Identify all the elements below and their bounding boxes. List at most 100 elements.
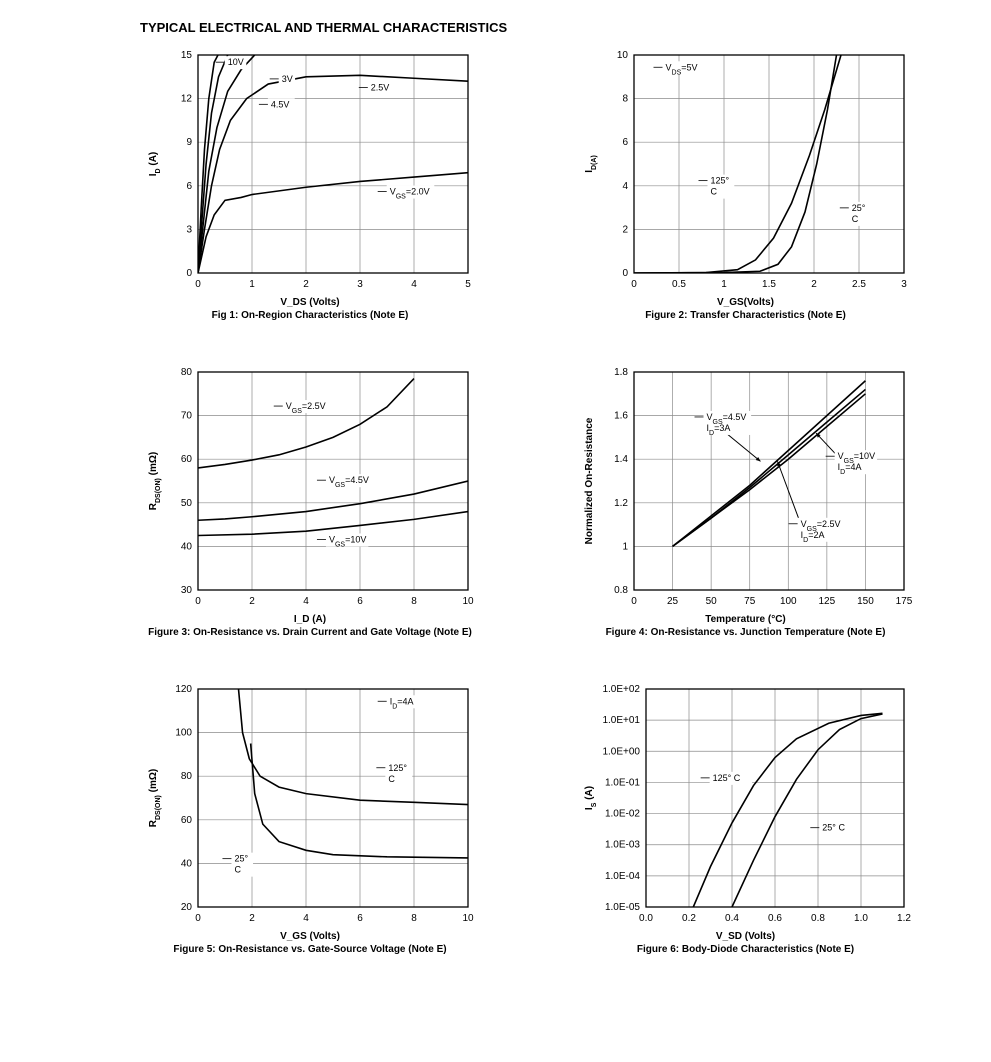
caption-fig6: Figure 6: Body-Diode Characteristics (No… bbox=[576, 944, 916, 956]
xlabel-fig6: V_SD (Volts) bbox=[576, 931, 916, 942]
svg-text:1.5: 1.5 bbox=[762, 279, 776, 290]
svg-text:1.0E-01: 1.0E-01 bbox=[604, 777, 639, 788]
svg-text:ID(A): ID(A) bbox=[584, 155, 598, 173]
svg-text:12: 12 bbox=[181, 94, 193, 105]
svg-text:2: 2 bbox=[249, 596, 255, 607]
svg-text:6: 6 bbox=[357, 913, 363, 924]
caption-fig4: Figure 4: On-Resistance vs. Junction Tem… bbox=[576, 627, 916, 639]
svg-text:4: 4 bbox=[303, 596, 309, 607]
chart-fig6: 0.00.20.40.60.81.01.21.0E-051.0E-041.0E-… bbox=[576, 679, 916, 956]
svg-text:1.0E-05: 1.0E-05 bbox=[604, 902, 639, 913]
svg-text:C: C bbox=[851, 214, 858, 224]
svg-text:0.5: 0.5 bbox=[672, 279, 686, 290]
svg-text:100: 100 bbox=[175, 728, 192, 739]
svg-text:3V: 3V bbox=[282, 74, 293, 84]
xlabel-fig2: V_GS(Volts) bbox=[576, 297, 916, 308]
caption-fig5: Figure 5: On-Resistance vs. Gate-Source … bbox=[140, 944, 480, 956]
svg-text:3: 3 bbox=[186, 224, 192, 235]
caption-fig3: Figure 3: On-Resistance vs. Drain Curren… bbox=[140, 627, 480, 639]
svg-text:RDS(ON) (mΩ): RDS(ON) (mΩ) bbox=[148, 452, 162, 510]
svg-text:50: 50 bbox=[705, 596, 717, 607]
svg-text:2: 2 bbox=[303, 279, 309, 290]
svg-text:0: 0 bbox=[195, 913, 201, 924]
svg-text:100: 100 bbox=[779, 596, 796, 607]
svg-text:4: 4 bbox=[303, 913, 309, 924]
svg-text:6: 6 bbox=[622, 137, 628, 148]
svg-text:10: 10 bbox=[462, 913, 474, 924]
chart-fig1: 0123450369121510V3V2.5V4.5VVGS=2.0VID (A… bbox=[140, 45, 480, 322]
chart-fig2: 00.511.522.530246810VDS=5V125°C25°CID(A)… bbox=[576, 45, 916, 322]
svg-text:0: 0 bbox=[195, 279, 201, 290]
svg-text:50: 50 bbox=[181, 498, 193, 509]
caption-fig2: Figure 2: Transfer Characteristics (Note… bbox=[576, 310, 916, 322]
svg-text:5: 5 bbox=[465, 279, 471, 290]
svg-text:30: 30 bbox=[181, 585, 193, 596]
svg-text:20: 20 bbox=[181, 902, 193, 913]
svg-text:8: 8 bbox=[411, 913, 417, 924]
svg-text:0: 0 bbox=[186, 268, 192, 279]
chart-fig5: 024681020406080100120ID=4A125°C25°CRDS(O… bbox=[140, 679, 480, 956]
svg-text:15: 15 bbox=[181, 50, 193, 61]
chart-grid: 0123450369121510V3V2.5V4.5VVGS=2.0VID (A… bbox=[140, 45, 951, 956]
svg-text:8: 8 bbox=[622, 94, 628, 105]
svg-text:25°: 25° bbox=[234, 854, 248, 864]
page-title: TYPICAL ELECTRICAL AND THERMAL CHARACTER… bbox=[140, 20, 951, 35]
chart-fig4: 02550751001251501750.811.21.41.61.8VGS=4… bbox=[576, 362, 916, 639]
svg-text:RDS(ON) (mΩ): RDS(ON) (mΩ) bbox=[148, 769, 162, 827]
svg-text:2.5V: 2.5V bbox=[371, 83, 390, 93]
svg-text:1.0E+01: 1.0E+01 bbox=[602, 715, 640, 726]
svg-text:IS (A): IS (A) bbox=[584, 786, 598, 810]
svg-text:4: 4 bbox=[622, 181, 628, 192]
svg-text:2.5: 2.5 bbox=[852, 279, 866, 290]
svg-text:1.8: 1.8 bbox=[614, 367, 628, 378]
svg-text:1.0E+00: 1.0E+00 bbox=[602, 746, 640, 757]
xlabel-fig5: V_GS (Volts) bbox=[140, 931, 480, 942]
svg-text:2: 2 bbox=[811, 279, 817, 290]
svg-text:0.8: 0.8 bbox=[614, 585, 628, 596]
svg-text:0.2: 0.2 bbox=[682, 913, 696, 924]
svg-text:25°: 25° bbox=[851, 203, 865, 213]
svg-text:1.0E-04: 1.0E-04 bbox=[604, 871, 639, 882]
svg-text:60: 60 bbox=[181, 454, 193, 465]
xlabel-fig3: I_D (A) bbox=[140, 614, 480, 625]
svg-text:25° C: 25° C bbox=[822, 823, 845, 833]
svg-text:C: C bbox=[234, 865, 241, 875]
svg-text:1.0: 1.0 bbox=[854, 913, 868, 924]
svg-text:1.0E+02: 1.0E+02 bbox=[602, 684, 640, 695]
svg-text:0.6: 0.6 bbox=[768, 913, 782, 924]
svg-text:1: 1 bbox=[622, 541, 628, 552]
svg-text:1.4: 1.4 bbox=[614, 454, 628, 465]
svg-text:70: 70 bbox=[181, 411, 193, 422]
svg-text:Normalized On-Resistance: Normalized On-Resistance bbox=[584, 417, 595, 544]
svg-text:125: 125 bbox=[818, 596, 835, 607]
svg-text:0: 0 bbox=[622, 268, 628, 279]
svg-text:75: 75 bbox=[744, 596, 756, 607]
svg-text:175: 175 bbox=[895, 596, 912, 607]
svg-text:80: 80 bbox=[181, 771, 193, 782]
svg-text:3: 3 bbox=[357, 279, 363, 290]
svg-text:10V: 10V bbox=[228, 57, 244, 67]
svg-text:ID (A): ID (A) bbox=[148, 152, 162, 177]
svg-text:1.2: 1.2 bbox=[614, 498, 628, 509]
svg-text:1.0E-03: 1.0E-03 bbox=[604, 840, 639, 851]
svg-text:2: 2 bbox=[622, 224, 628, 235]
svg-text:1.2: 1.2 bbox=[897, 913, 911, 924]
svg-text:6: 6 bbox=[186, 181, 192, 192]
svg-text:C: C bbox=[388, 774, 395, 784]
svg-text:9: 9 bbox=[186, 137, 192, 148]
svg-text:10: 10 bbox=[462, 596, 474, 607]
svg-text:2: 2 bbox=[249, 913, 255, 924]
svg-text:80: 80 bbox=[181, 367, 193, 378]
svg-text:8: 8 bbox=[411, 596, 417, 607]
chart-fig3: 0246810304050607080VGS=2.5VVGS=4.5VVGS=1… bbox=[140, 362, 480, 639]
caption-fig1: Fig 1: On-Region Characteristics (Note E… bbox=[140, 310, 480, 322]
svg-text:40: 40 bbox=[181, 541, 193, 552]
svg-text:4: 4 bbox=[411, 279, 417, 290]
svg-text:125°: 125° bbox=[388, 763, 407, 773]
svg-text:125°: 125° bbox=[710, 176, 729, 186]
svg-text:0.4: 0.4 bbox=[725, 913, 739, 924]
svg-text:40: 40 bbox=[181, 858, 193, 869]
xlabel-fig1: V_DS (Volts) bbox=[140, 297, 480, 308]
svg-text:125° C: 125° C bbox=[712, 773, 740, 783]
svg-text:1.0E-02: 1.0E-02 bbox=[604, 809, 639, 820]
